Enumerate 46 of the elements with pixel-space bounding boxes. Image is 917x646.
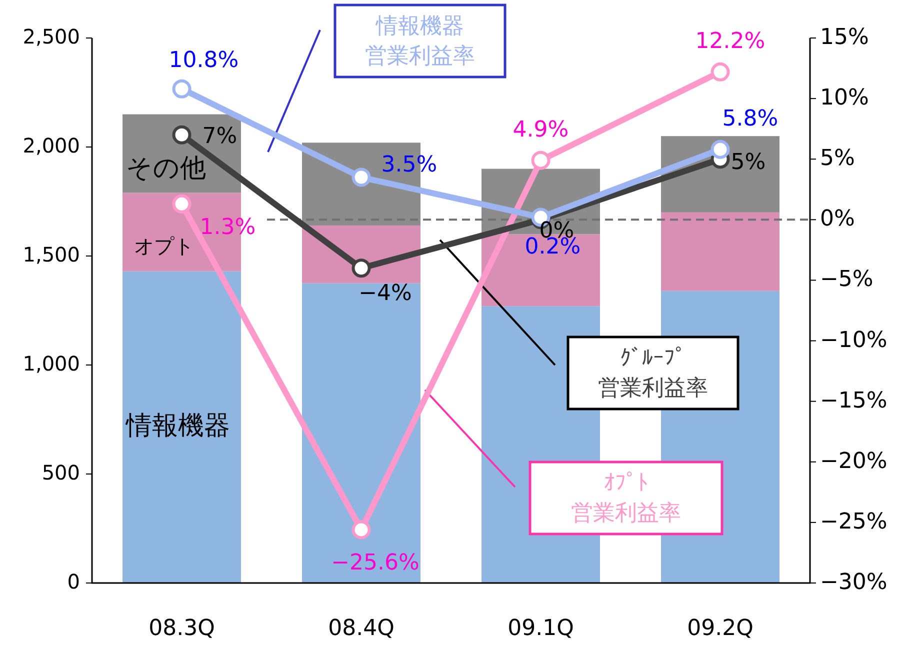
point: [710, 140, 730, 159]
y2-tick-label: 10%: [820, 86, 869, 111]
y2-tick-label: −20%: [820, 448, 888, 474]
bar: [302, 283, 420, 583]
y-tick-label: 1,000: [22, 351, 80, 376]
bar: [122, 271, 241, 583]
point: [352, 258, 371, 278]
point: [352, 520, 371, 540]
y2-tick-label: −30%: [820, 570, 888, 596]
point: [710, 62, 730, 82]
y2-tick-label: 5%: [820, 146, 855, 172]
y2-tick-label: −15%: [820, 388, 888, 414]
y2-tick-label: 0%: [820, 206, 855, 232]
y2-tick-label: 15%: [820, 25, 869, 50]
y-tick-label: 2,000: [22, 133, 80, 158]
y-tick-label: 2,500: [22, 24, 80, 48]
data-label: 10.8%: [168, 48, 239, 73]
x-tick-label: 09.2Q: [687, 616, 754, 641]
data-label: 12.2%: [695, 28, 766, 54]
data-label: 5%: [730, 150, 766, 176]
y2-tick-label: −25%: [820, 509, 888, 534]
series-label: その他: [126, 153, 206, 184]
data-label: −4%: [358, 281, 412, 306]
y-tick-label: 1,500: [22, 242, 80, 266]
x-tick-label: 08.4Q: [328, 616, 394, 641]
data-label: −25.6%: [331, 550, 420, 576]
y2-tick-label: −5%: [820, 267, 874, 292]
x-tick-label: 09.1Q: [508, 616, 574, 641]
data-label: 7%: [202, 124, 238, 149]
series-label: オプト: [134, 234, 194, 258]
point: [172, 125, 192, 144]
text: 情報機器営業利益率: [365, 14, 475, 70]
y-tick-label: 0: [67, 569, 80, 594]
bar: [661, 212, 780, 291]
point: [352, 168, 371, 187]
text: ｵﾌﾟﾄ営業利益率: [571, 471, 681, 526]
point: [172, 194, 192, 214]
x-tick-label: 08.3Q: [148, 616, 215, 641]
y-tick-label: 500: [42, 460, 80, 484]
text: ｸﾞﾙｰﾌﾟ営業利益率: [598, 346, 708, 402]
data-label: 4.9%: [512, 117, 569, 142]
y2-tick-label: −10%: [820, 328, 888, 353]
data-label: 5.8%: [722, 106, 778, 132]
series-label: 情報機器: [124, 411, 230, 442]
point: [531, 150, 550, 170]
point: [172, 79, 192, 98]
